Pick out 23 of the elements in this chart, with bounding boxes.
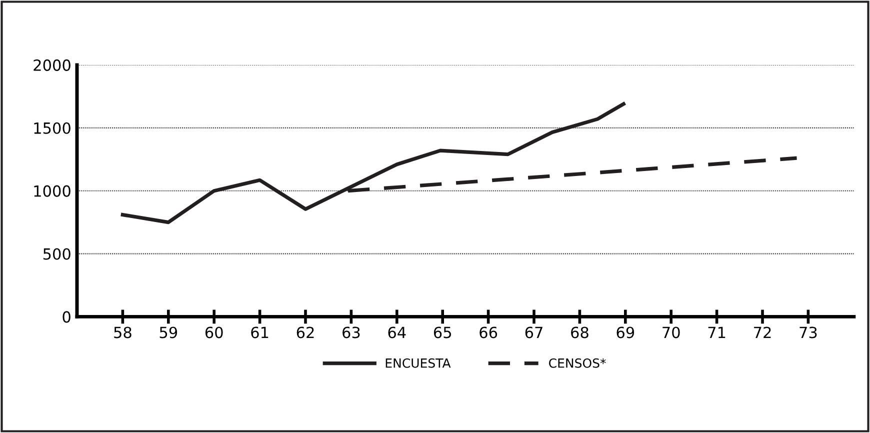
x-tick-label: 58 xyxy=(114,326,132,338)
x-tick-label: 59 xyxy=(160,326,178,338)
x-tick-label: 69 xyxy=(616,326,634,338)
x-tick-label: 68 xyxy=(571,326,588,338)
y-tick-label: 1500 xyxy=(34,122,70,134)
x-tick-label: 61 xyxy=(251,326,268,338)
x-tick-label: 60 xyxy=(205,326,223,338)
legend-label: ENCUESTA xyxy=(386,358,451,368)
y-tick-label: 2000 xyxy=(34,59,70,71)
x-tick-label: 66 xyxy=(480,326,498,338)
y-tick-label: 0 xyxy=(62,311,70,323)
x-tick-label: 64 xyxy=(388,326,406,338)
x-tick-label: 70 xyxy=(662,326,680,338)
x-tick-label: 67 xyxy=(525,326,542,338)
y-tick-label: 1000 xyxy=(34,185,70,197)
y-tick-label: 500 xyxy=(43,248,70,260)
x-tick-label: 63 xyxy=(342,326,360,338)
x-tick-label: 73 xyxy=(800,326,817,338)
legend-label: CENSOS* xyxy=(549,358,606,368)
x-tick-label: 71 xyxy=(708,326,726,338)
x-tick-label: 72 xyxy=(754,326,771,338)
x-tick-label: 62 xyxy=(296,326,314,338)
x-tick-label: 65 xyxy=(434,326,451,338)
